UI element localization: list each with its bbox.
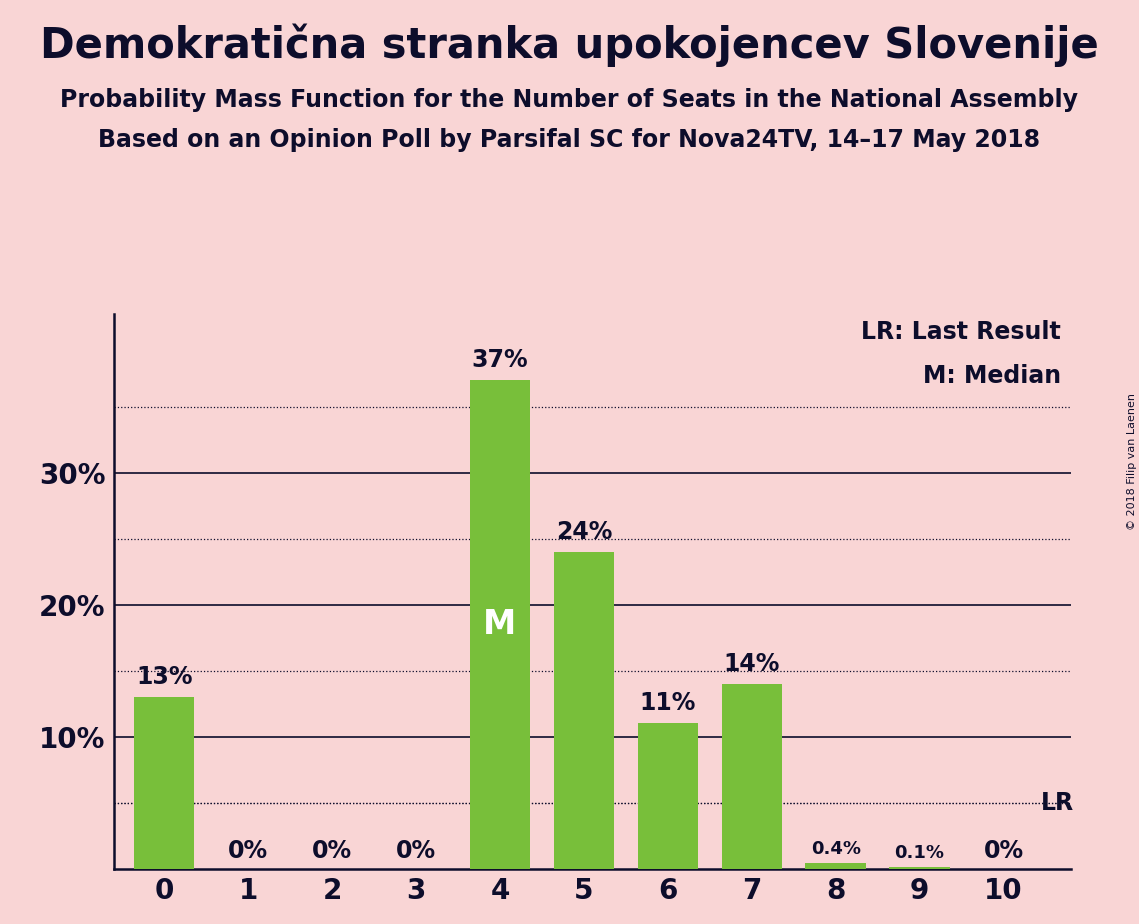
- Text: 37%: 37%: [472, 348, 528, 372]
- Text: 13%: 13%: [136, 665, 192, 689]
- Text: Based on an Opinion Poll by Parsifal SC for Nova24TV, 14–17 May 2018: Based on an Opinion Poll by Parsifal SC …: [98, 128, 1041, 152]
- Text: Probability Mass Function for the Number of Seats in the National Assembly: Probability Mass Function for the Number…: [60, 88, 1079, 112]
- Text: 0.1%: 0.1%: [894, 844, 944, 862]
- Text: 0.4%: 0.4%: [811, 840, 861, 858]
- Text: © 2018 Filip van Laenen: © 2018 Filip van Laenen: [1126, 394, 1137, 530]
- Text: 14%: 14%: [723, 651, 780, 675]
- Text: 0%: 0%: [983, 839, 1024, 863]
- Bar: [890, 868, 950, 869]
- Text: LR: LR: [1041, 791, 1074, 815]
- Text: 11%: 11%: [640, 691, 696, 715]
- Text: 0%: 0%: [228, 839, 269, 863]
- Text: M: Median: M: Median: [923, 364, 1062, 388]
- Bar: [469, 380, 530, 869]
- Text: LR: Last Result: LR: Last Result: [861, 320, 1062, 344]
- Text: 0%: 0%: [396, 839, 436, 863]
- Text: Demokratična stranka upokojencev Slovenije: Demokratična stranka upokojencev Sloveni…: [40, 23, 1099, 67]
- Bar: [721, 684, 782, 869]
- Text: 0%: 0%: [312, 839, 352, 863]
- Text: M: M: [483, 608, 517, 641]
- Bar: [805, 863, 866, 869]
- Bar: [554, 552, 614, 869]
- Bar: [638, 723, 698, 869]
- Bar: [134, 697, 195, 869]
- Text: 24%: 24%: [556, 520, 612, 544]
